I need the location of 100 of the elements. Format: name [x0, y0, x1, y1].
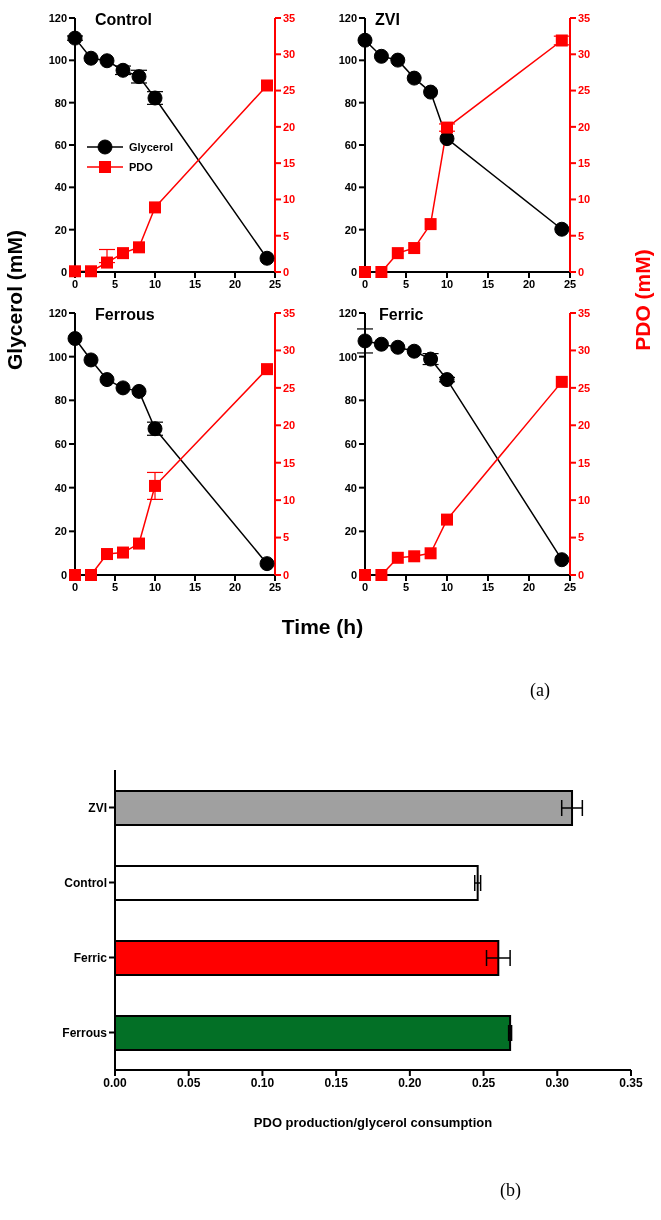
y-tick-label: 0: [350, 265, 357, 278]
y2-tick-label: 30: [578, 344, 591, 357]
x-tick-label: 25: [563, 277, 577, 290]
point: [117, 247, 129, 260]
y2-tick-label: 0: [578, 265, 585, 278]
y-tick-label: 100: [338, 54, 357, 67]
y-tick-label: 100: [338, 350, 357, 363]
point: [441, 121, 453, 134]
point: [357, 32, 373, 48]
x-tick-label: 10: [440, 580, 454, 593]
y-tick-label: 20: [344, 525, 357, 538]
point: [67, 331, 83, 347]
y2-tick-label: 0: [578, 568, 585, 581]
y2-tick-label: 5: [283, 229, 290, 242]
x-tick-label: 20: [228, 580, 242, 593]
point: [259, 250, 275, 266]
y2-tick-label: 25: [283, 84, 296, 97]
x-tick-label: 25: [268, 277, 282, 290]
y-tick-label: Ferrous: [62, 1025, 108, 1040]
point: [131, 383, 147, 399]
y-tick-label: 80: [344, 96, 357, 109]
point: [424, 218, 437, 231]
y-tick-label: 120: [338, 306, 357, 319]
point: [424, 547, 437, 560]
y2-tick-label: 20: [283, 120, 296, 133]
y-tick-label: 40: [54, 181, 67, 194]
chart-title: ZVI: [375, 11, 400, 29]
point: [373, 336, 389, 352]
y-tick-label: 120: [338, 11, 357, 24]
text: (b): [500, 1180, 521, 1201]
y-tick-label: 0: [60, 568, 67, 581]
point: [99, 372, 115, 388]
y2-tick-label: 0: [283, 568, 290, 581]
x-axis-title: Time (h): [280, 615, 365, 639]
y2-tick-label: 25: [578, 84, 591, 97]
point: [99, 53, 115, 69]
point: [261, 79, 273, 92]
y-axis-title: Glycerol (mM): [3, 229, 27, 371]
chart-title: Ferric: [379, 306, 424, 324]
x-tick-label: 5: [111, 580, 119, 593]
x-tick-label: 15: [188, 277, 202, 290]
y2-tick-label: 5: [578, 229, 585, 242]
point: [554, 552, 570, 568]
y2-tick-label: 30: [283, 344, 296, 357]
x-tick-label: 0.20: [398, 1075, 422, 1090]
point: [83, 352, 99, 368]
y-tick-label: Ferric: [73, 950, 108, 965]
point: [406, 70, 422, 86]
y2-tick-label: 20: [283, 419, 296, 432]
y-tick-label: 0: [350, 568, 357, 581]
point: [261, 363, 273, 376]
point: [373, 48, 389, 64]
x-tick-label: 0.00: [103, 1075, 127, 1090]
x-tick-label: 0: [361, 277, 369, 290]
y2-tick-label: 35: [283, 11, 296, 24]
y-tick-label: 0: [60, 265, 67, 278]
y2-tick-label: 5: [283, 531, 290, 544]
x-tick-label: 5: [402, 277, 410, 290]
point: [101, 256, 113, 269]
legend-label: PDO: [129, 161, 153, 173]
point: [391, 551, 404, 564]
y-tick-label: 80: [54, 394, 67, 407]
y-tick-label: 60: [344, 437, 357, 450]
y-tick-label: 100: [48, 54, 67, 67]
y2-tick-label: 15: [283, 157, 296, 170]
point: [375, 266, 388, 278]
y-tick-label: Control: [64, 875, 107, 890]
y-tick-label: 40: [344, 481, 357, 494]
y-tick-label: 80: [54, 96, 67, 109]
y-tick-label: 80: [344, 394, 357, 407]
y2-tick-label: 35: [578, 11, 591, 24]
point: [133, 537, 145, 550]
point: [357, 333, 373, 349]
y2-tick-label: 10: [578, 193, 591, 206]
point: [441, 513, 453, 526]
point: [85, 569, 97, 581]
point: [375, 569, 388, 581]
x-tick-label: 0.15: [324, 1075, 349, 1090]
x-tick-label: 15: [481, 277, 495, 290]
y2-tick-label: 10: [283, 193, 296, 206]
y-tick-label: 60: [54, 437, 67, 450]
point: [259, 556, 275, 572]
x-tick-label: 0.35: [619, 1075, 643, 1090]
y2-tick-label: 30: [578, 48, 591, 61]
y-tick-label: 20: [54, 525, 67, 538]
x-tick-label: 5: [111, 277, 119, 290]
x-tick-label: 20: [522, 580, 536, 593]
legend-label: Glycerol: [129, 141, 174, 153]
y-tick-label: 20: [54, 223, 67, 236]
x-tick-label: 0.25: [471, 1075, 496, 1090]
point: [359, 266, 371, 278]
point: [69, 265, 81, 278]
point: [390, 52, 406, 68]
y2-tick-label: 10: [578, 494, 591, 507]
x-tick-label: 10: [440, 277, 454, 290]
x-tick-label: 15: [188, 580, 202, 593]
chart-title: Control: [95, 11, 152, 29]
point: [423, 84, 439, 100]
y2-tick-label: 35: [578, 306, 591, 319]
point: [83, 50, 99, 66]
